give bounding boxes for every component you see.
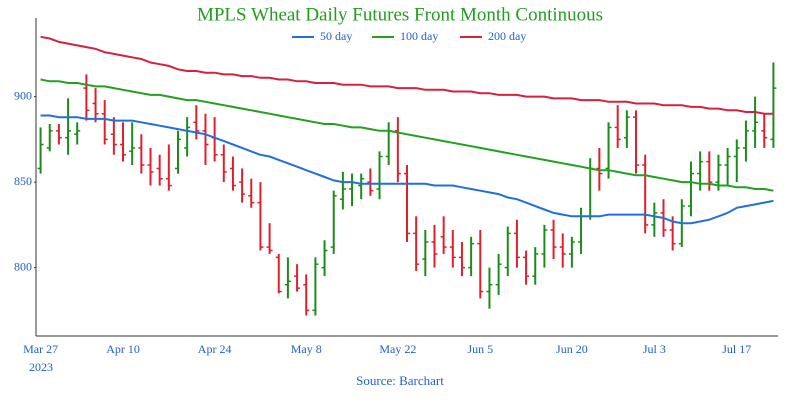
x-tick-label: Jun 20 [556,342,588,356]
legend-label: 200 day [488,29,526,43]
legend-label: 100 day [400,29,438,43]
moving-average-line [40,35,774,115]
y-tick-label: 900 [14,88,32,102]
year-label: 2023 [29,360,53,374]
x-tick-label: May 8 [291,342,322,356]
y-tick-label: 800 [14,259,32,273]
x-tick-label: Apr 24 [198,342,232,356]
chart-title: MPLS Wheat Daily Futures Front Month Con… [197,4,603,25]
x-tick-label: Jul 17 [722,342,751,356]
legend-label: 50 day [320,29,352,43]
x-tick-label: May 22 [379,342,416,356]
x-tick-label: Apr 10 [106,342,140,356]
x-tick-label: Jun 5 [467,342,493,356]
source-note: Source: Barchart [356,373,444,388]
x-tick-label: Mar 27 [23,342,58,356]
moving-average-line [40,78,774,192]
y-tick-label: 850 [14,174,32,188]
moving-average-line [40,114,774,225]
x-tick-label: Jul 3 [643,342,666,356]
